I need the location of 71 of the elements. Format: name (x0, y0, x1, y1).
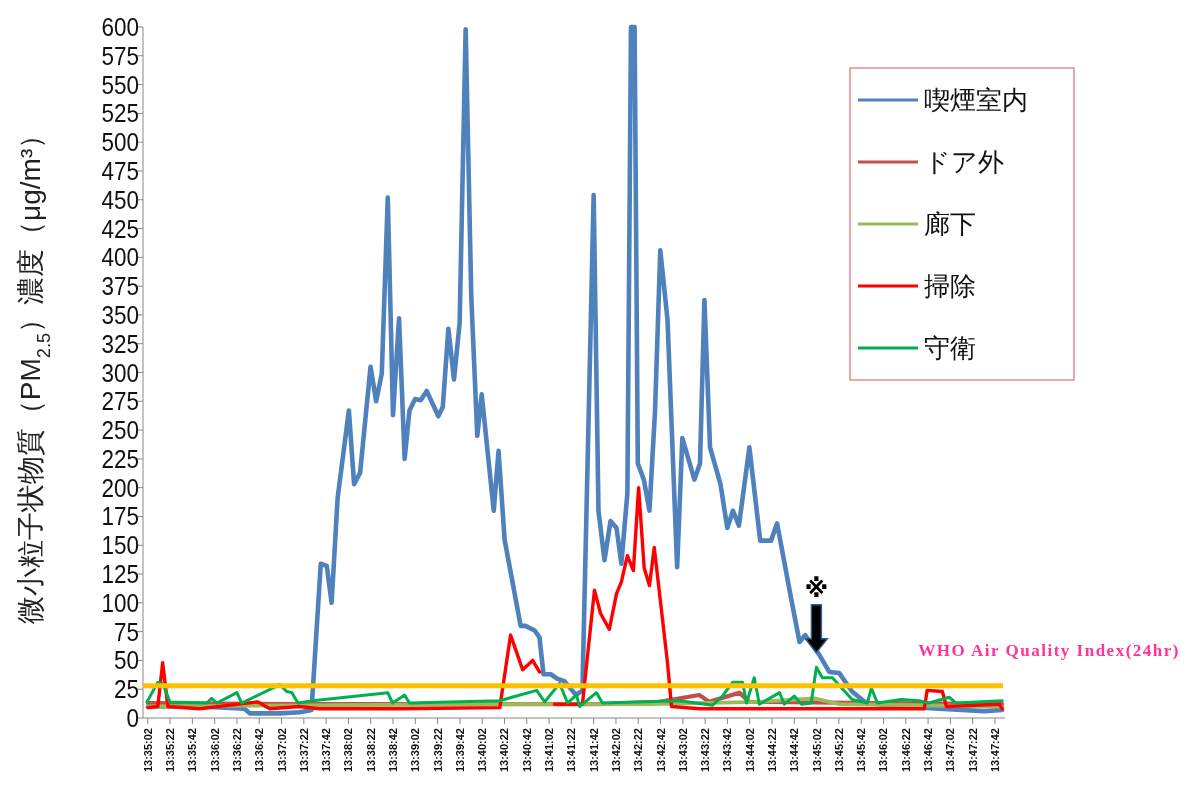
x-tick-label: 13:35:42 (186, 728, 199, 773)
y-tick-label: 250 (101, 415, 145, 446)
y-tick-label: 225 (101, 443, 145, 474)
x-tick-label: 13:36:42 (253, 728, 266, 773)
x-tick-label: 13:39:02 (409, 728, 422, 773)
legend-label: 掃除 (924, 271, 976, 301)
y-tick-label: 500 (101, 127, 145, 158)
x-tick-label: 13:40:22 (498, 728, 511, 773)
ref-line-label: WHO Air Quality Index(24hr) (918, 640, 1180, 660)
x-tick-label: 13:43:42 (721, 728, 734, 773)
y-tick-label: 100 (101, 587, 145, 618)
x-tick-label: 13:41:02 (543, 728, 556, 773)
y-tick-label: 200 (101, 472, 145, 503)
y-tick-label: 475 (101, 155, 145, 186)
x-tick-label: 13:46:22 (899, 728, 912, 773)
y-tick-label: 400 (101, 242, 145, 273)
x-tick-label: 13:35:02 (141, 728, 154, 773)
x-tick-label: 13:43:02 (676, 728, 689, 773)
x-tick-label: 13:40:02 (476, 728, 489, 773)
y-tick-label: 150 (101, 530, 145, 561)
x-tick-label: 13:39:42 (453, 728, 466, 773)
legend-label: ドア外 (924, 147, 1004, 177)
x-tick-label: 13:43:22 (699, 728, 712, 773)
y-tick-label: 600 (101, 12, 145, 42)
x-tick-label: 13:45:02 (810, 728, 823, 773)
x-tick-label: 13:44:22 (766, 728, 778, 773)
legend-label: 廊下 (924, 209, 976, 239)
y-tick-label: 550 (101, 69, 145, 100)
y-tick-label: 300 (101, 357, 145, 388)
y-tick-label: 125 (101, 559, 145, 590)
y-tick-label: 25 (114, 674, 143, 705)
x-tick-label: 13:40:42 (520, 728, 533, 773)
y-tick-label: 75 (114, 616, 143, 647)
x-tick-label: 13:44:02 (743, 728, 756, 773)
y-tick-label: 450 (101, 184, 145, 215)
x-tick-label: 13:36:22 (230, 728, 243, 773)
x-tick-label: 13:38:22 (364, 728, 377, 773)
x-tick-label: 13:47:42 (988, 728, 1001, 773)
x-tick-label: 13:42:42 (654, 728, 667, 773)
y-tick-label: 350 (101, 299, 145, 330)
x-tick-label: 13:38:02 (342, 728, 355, 773)
x-tick-label: 13:35:22 (164, 728, 177, 773)
x-tick-label: 13:41:42 (587, 728, 600, 773)
x-tick-label: 13:46:02 (877, 728, 890, 773)
y-tick-label: 275 (101, 386, 145, 417)
y-tick-label: 175 (101, 501, 145, 532)
x-tick-label: 13:47:22 (966, 728, 979, 773)
y-tick-label: 50 (114, 645, 143, 676)
x-tick-label: 13:39:22 (431, 728, 444, 773)
x-tick-label: 13:45:22 (832, 728, 845, 773)
x-tick-label: 13:37:02 (275, 728, 288, 773)
x-tick-label: 13:37:42 (320, 728, 333, 773)
y-tick-label: 0 (126, 703, 141, 733)
legend-label: 喫煙室内 (924, 85, 1028, 115)
y-tick-label: 425 (101, 213, 145, 244)
x-tick-label: 13:46:42 (922, 728, 935, 773)
y-tick-label: 575 (101, 40, 145, 71)
x-tick-label: 13:44:42 (788, 728, 801, 773)
x-tick-label: 13:38:42 (387, 728, 400, 773)
x-tick-label: 13:42:22 (632, 728, 645, 773)
x-tick-label: 13:45:42 (855, 728, 868, 773)
x-tick-label: 13:41:22 (565, 728, 578, 773)
x-tick-label: 13:36:02 (208, 728, 221, 773)
x-tick-label: 13:47:02 (944, 728, 957, 773)
x-tick-label: 13:37:22 (297, 728, 310, 773)
y-tick-label: 375 (101, 271, 145, 302)
legend-label: 守衛 (924, 333, 976, 363)
y-tick-label: 325 (101, 328, 145, 359)
annotation: ※ (804, 574, 829, 603)
y-tick-label: 525 (101, 98, 145, 129)
x-tick-label: 13:42:02 (609, 728, 622, 773)
